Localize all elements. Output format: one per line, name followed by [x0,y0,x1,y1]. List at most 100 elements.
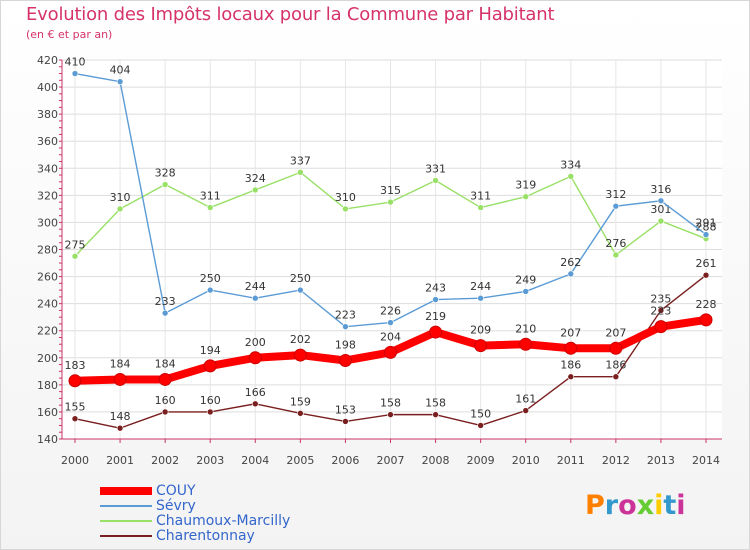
data-point-chaumoux-marcilly [477,204,484,211]
data-label-chaumoux-marcilly: 311 [470,190,491,203]
data-point-charentonnay [206,408,214,416]
data-label-s-vry: 243 [425,282,446,295]
logo-letter: t [663,490,677,521]
data-label-couy: 184 [110,357,131,370]
data-label-s-vry: 404 [110,64,131,77]
data-point-s-vry [116,78,124,85]
data-label-couy: 194 [200,344,221,357]
x-tick-label: 2000 [61,454,89,467]
data-label-couy: 204 [380,330,401,343]
x-tick-label: 2005 [286,454,314,467]
data-label-chaumoux-marcilly: 276 [605,237,626,250]
y-tick-label: 260 [37,271,58,284]
data-point-chaumoux-marcilly [161,181,169,188]
data-point-couy [609,341,623,355]
data-point-s-vry [432,296,439,303]
data-point-couy [564,341,578,355]
data-label-couy: 209 [470,324,491,337]
data-label-couy: 223 [650,305,671,318]
logo-letter: i [676,490,686,521]
data-label-couy: 200 [245,336,266,349]
data-label-couy: 219 [425,310,446,323]
data-label-charentonnay: 186 [560,359,581,372]
data-point-s-vry [522,288,530,295]
data-label-couy: 207 [605,326,626,339]
y-tick-label: 360 [37,135,58,148]
data-point-chaumoux-marcilly [657,217,665,225]
data-point-charentonnay [522,407,530,414]
data-point-chaumoux-marcilly [567,173,575,180]
x-tick-label: 2013 [647,454,675,467]
legend-swatch-sevry [100,504,152,507]
data-point-s-vry [342,323,349,330]
x-tick-label: 2001 [106,454,134,467]
data-label-chaumoux-marcilly: 310 [335,191,356,204]
data-label-couy: 210 [515,322,536,335]
data-label-couy: 228 [696,298,717,311]
data-label-chaumoux-marcilly: 331 [425,162,446,175]
x-tick-label: 2014 [692,454,720,467]
data-label-chaumoux-marcilly: 337 [290,154,311,167]
data-point-charentonnay [161,408,169,416]
legend-label: Charentonnay [156,527,255,544]
legend-item-charentonnay: Charentonnay [100,527,290,544]
data-point-couy [68,374,82,388]
data-point-charentonnay [432,411,439,418]
legend-item-couy: COUY [100,483,290,499]
data-point-couy [293,348,307,362]
data-label-chaumoux-marcilly: 310 [110,191,131,204]
y-tick-label: 420 [37,54,58,67]
data-label-charentonnay: 261 [696,257,717,270]
y-tick-label: 160 [37,406,58,419]
data-point-couy [699,313,713,327]
logo-letter: o [618,490,637,521]
x-tick-label: 2003 [196,454,224,467]
x-tick-label: 2012 [602,454,630,467]
data-point-s-vry [612,202,620,210]
data-point-chaumoux-marcilly [206,204,214,211]
data-point-s-vry [702,231,710,238]
data-point-charentonnay [116,424,124,432]
data-point-s-vry [161,309,169,317]
data-label-charentonnay: 148 [110,410,131,423]
data-point-chaumoux-marcilly [387,198,394,206]
data-point-couy [248,351,262,365]
x-tick-label: 2002 [151,454,179,467]
x-tick-label: 2007 [377,454,405,467]
logo-letter: r [604,490,619,521]
data-point-s-vry [477,294,484,302]
data-label-s-vry: 233 [155,295,176,308]
legend-swatch-charentonnay [100,534,152,537]
data-point-chaumoux-marcilly [251,186,259,194]
data-label-charentonnay: 235 [650,292,671,305]
legend: COUY Sévry Chaumoux-Marcilly Charentonna… [100,483,290,544]
y-tick-label: 180 [37,379,58,392]
legend-item-chaumoux-marcilly: Chaumoux-Marcilly [100,513,290,529]
data-label-chaumoux-marcilly: 324 [245,172,266,185]
data-label-s-vry: 223 [335,309,356,322]
data-label-charentonnay: 186 [605,359,626,372]
data-label-chaumoux-marcilly: 311 [200,190,221,203]
data-label-charentonnay: 158 [380,397,401,410]
y-tick-label: 400 [37,81,58,94]
data-label-s-vry: 250 [200,272,221,285]
data-label-charentonnay: 159 [290,395,311,408]
y-tick-label: 220 [37,325,58,338]
data-label-couy: 198 [335,338,356,351]
data-label-couy: 202 [290,333,311,346]
data-point-couy [158,372,172,386]
data-label-s-vry: 226 [380,305,401,318]
legend-swatch-chaumoux-marcilly [100,519,152,522]
y-tick-label: 300 [37,216,58,229]
x-tick-label: 2008 [422,454,450,467]
data-label-s-vry: 244 [470,280,491,293]
logo-letter: P [585,490,605,521]
data-label-charentonnay: 160 [155,394,176,407]
logo-letter: x [636,490,655,521]
data-label-chaumoux-marcilly: 319 [515,179,536,192]
data-label-s-vry: 262 [560,256,581,269]
data-point-s-vry [657,197,665,205]
data-label-charentonnay: 166 [245,386,266,399]
data-point-couy [654,320,668,334]
data-point-s-vry [297,286,304,294]
